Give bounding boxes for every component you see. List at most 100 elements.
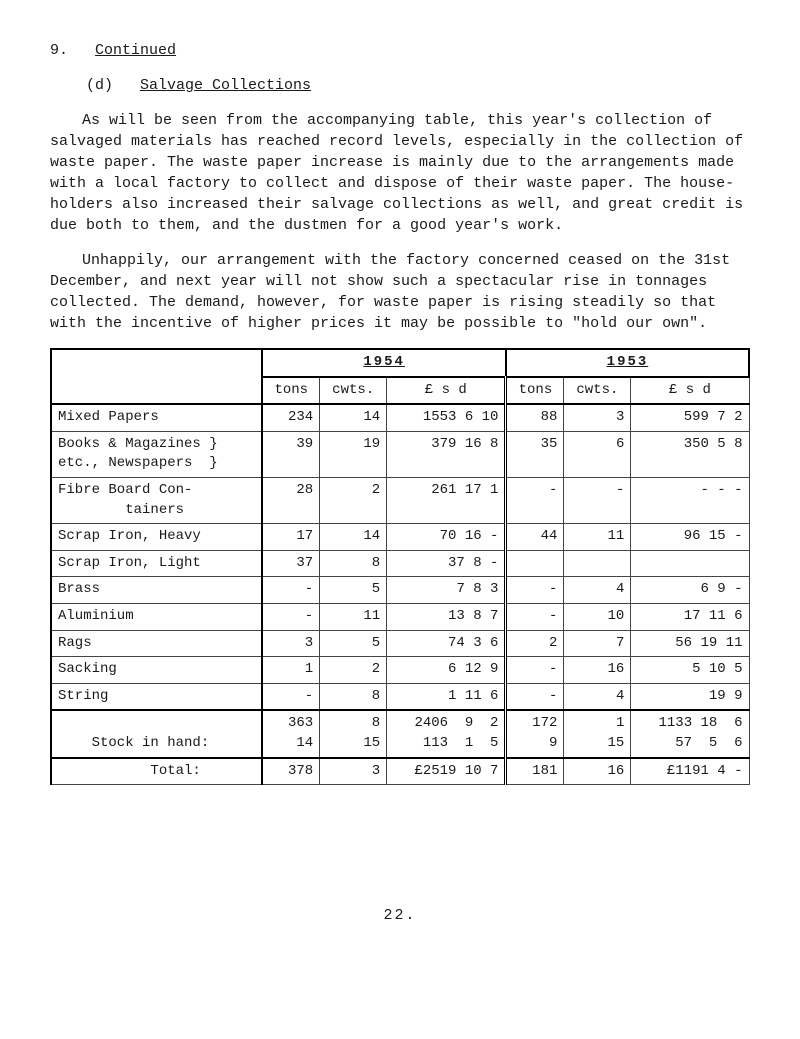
cell: 16 [564, 657, 631, 684]
cell: 56 19 11 [631, 630, 749, 657]
table-row: Sacking126 12 9-165 10 5 [51, 657, 749, 684]
cell: 19 [320, 431, 387, 477]
cell: 70 16 - [387, 524, 506, 551]
cell: 44 [506, 524, 564, 551]
cell: String [51, 683, 262, 710]
cell: - [262, 577, 319, 604]
col-cwts-1954: cwts. [320, 377, 387, 405]
cell: 6 9 - [631, 577, 749, 604]
paragraph-2: Unhappily, our arrangement with the fact… [50, 250, 750, 334]
section-number: 9. [50, 40, 68, 61]
cell: Scrap Iron, Heavy [51, 524, 262, 551]
cell: 28 [262, 477, 319, 523]
cell: - [506, 603, 564, 630]
subsection-letter: (d) [86, 77, 113, 94]
cell: - [262, 603, 319, 630]
col-lsd-1954: £ s d [387, 377, 506, 405]
cell: Brass [51, 577, 262, 604]
cell: 4 [564, 683, 631, 710]
cell: 599 7 2 [631, 404, 749, 431]
cell: 14 [320, 524, 387, 551]
table-row: Books & Magazines } etc., Newspapers }39… [51, 431, 749, 477]
cell: - [506, 577, 564, 604]
cell: 3 [262, 630, 319, 657]
cell: 1 11 6 [387, 683, 506, 710]
cell: 88 [506, 404, 564, 431]
table-row: Aluminium-1113 8 7-1017 11 6 [51, 603, 749, 630]
cell: - [506, 683, 564, 710]
cell: 3 [564, 404, 631, 431]
cell: - - - [631, 477, 749, 523]
cell: 5 [320, 630, 387, 657]
cell: 1133 18 6 57 5 6 [631, 710, 749, 757]
section-title: Continued [95, 42, 176, 59]
cell: 261 17 1 [387, 477, 506, 523]
cell: 1553 6 10 [387, 404, 506, 431]
cell [506, 550, 564, 577]
cell: 2 [320, 477, 387, 523]
cell: Rags [51, 630, 262, 657]
cell: 350 5 8 [631, 431, 749, 477]
cell: 5 [320, 577, 387, 604]
cell: 8 15 [320, 710, 387, 757]
cell: 2406 9 2 113 1 5 [387, 710, 506, 757]
cell: 35 [506, 431, 564, 477]
col-lsd-1953: £ s d [631, 377, 749, 405]
cell: 234 [262, 404, 319, 431]
cell: 3 [320, 758, 387, 785]
table-row: Scrap Iron, Heavy171470 16 -441196 15 - [51, 524, 749, 551]
cell: 378 [262, 758, 319, 785]
cell: 172 9 [506, 710, 564, 757]
table-row: Brass-57 8 3-46 9 - [51, 577, 749, 604]
cell: 39 [262, 431, 319, 477]
cell: - [506, 477, 564, 523]
table-row: Mixed Papers234141553 6 10883599 7 2 [51, 404, 749, 431]
paragraph-1: As will be seen from the accompanying ta… [50, 110, 750, 236]
subsection-heading: (d) Salvage Collections [50, 75, 750, 96]
cell: 1 15 [564, 710, 631, 757]
salvage-table: 1954 1953 tons cwts. £ s d tons cwts. £ … [50, 348, 750, 785]
cell: 2 [506, 630, 564, 657]
year-1954: 1954 [262, 349, 506, 377]
cell: 13 8 7 [387, 603, 506, 630]
cell: 96 15 - [631, 524, 749, 551]
total-label: Total: [51, 758, 262, 785]
cell: Fibre Board Con- tainers [51, 477, 262, 523]
cell: 7 8 3 [387, 577, 506, 604]
table-row: String-81 11 6-419 9 [51, 683, 749, 710]
cell: 14 [320, 404, 387, 431]
cell: 11 [320, 603, 387, 630]
cell: Books & Magazines } etc., Newspapers } [51, 431, 262, 477]
cell: 74 3 6 [387, 630, 506, 657]
cell: 8 [320, 550, 387, 577]
cell [564, 550, 631, 577]
col-cwts-1953: cwts. [564, 377, 631, 405]
table-row: Fibre Board Con- tainers282261 17 1--- -… [51, 477, 749, 523]
cell: 2 [320, 657, 387, 684]
cell: 6 [564, 431, 631, 477]
cell: 363 14 [262, 710, 319, 757]
cell: 17 11 6 [631, 603, 749, 630]
cell: 37 [262, 550, 319, 577]
table-row: Scrap Iron, Light37837 8 - [51, 550, 749, 577]
cell: Sacking [51, 657, 262, 684]
subsection-title: Salvage Collections [140, 77, 311, 94]
cell: - [564, 477, 631, 523]
section-heading: 9. Continued [50, 40, 750, 61]
cell: 37 8 - [387, 550, 506, 577]
table-row: Rags3574 3 62756 19 11 [51, 630, 749, 657]
cell: 8 [320, 683, 387, 710]
cell: Mixed Papers [51, 404, 262, 431]
cell: 379 16 8 [387, 431, 506, 477]
cell: - [262, 683, 319, 710]
cell: £2519 10 7 [387, 758, 506, 785]
cell: 5 10 5 [631, 657, 749, 684]
cell: 181 [506, 758, 564, 785]
stock-in-hand-label: Stock in hand: [51, 710, 262, 757]
cell: 19 9 [631, 683, 749, 710]
col-tons-1953: tons [506, 377, 564, 405]
cell: 10 [564, 603, 631, 630]
cell: - [506, 657, 564, 684]
cell: Aluminium [51, 603, 262, 630]
cell: 6 12 9 [387, 657, 506, 684]
